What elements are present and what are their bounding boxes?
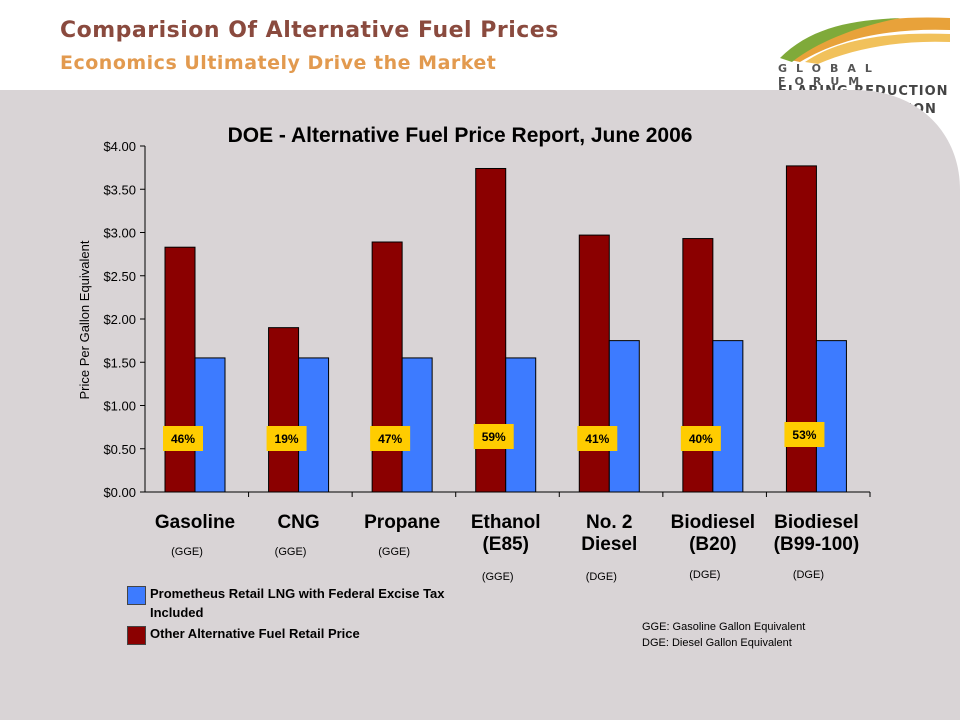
x-category-label: Propane — [364, 512, 440, 533]
y-tick-label: $0.50 — [103, 442, 136, 457]
x-unit-label: (GGE) — [171, 546, 203, 558]
savings-box — [784, 422, 825, 447]
bar-lng — [298, 357, 330, 493]
x-category-label: (B20) — [689, 534, 737, 555]
legend-item-lng: Prometheus Retail LNG with Federal Excis… — [127, 584, 497, 624]
y-tick-label: $4.00 — [103, 139, 136, 154]
savings-box — [577, 426, 618, 451]
legend-label-other: Other Alternative Fuel Retail Price — [150, 626, 360, 641]
x-category-label: CNG — [277, 512, 319, 533]
y-tick-label: $2.00 — [103, 312, 136, 327]
x-unit-label: (GGE) — [275, 546, 307, 558]
slide-title: Comparision Of Alternative Fuel Prices — [60, 18, 559, 43]
x-category-label: No. 2 — [586, 512, 632, 533]
chart-axes: $0.00 $0.50 $1.00 $1.50 $2.00 $2.50 $3.00 $3.50… — [103, 139, 871, 500]
abbreviation-notes: GGE: Gasoline Gallon Equivalent DGE: Die… — [642, 619, 805, 651]
savings-label: 40% — [689, 432, 713, 446]
x-category-label: Biodiesel — [671, 512, 755, 533]
savings-box — [680, 426, 721, 451]
x-unit-label: (GGE) — [482, 571, 514, 583]
x-category-label: Biodiesel — [774, 512, 858, 533]
bar-other-fuel — [578, 234, 610, 493]
legend-item-other: Other Alternative Fuel Retail Price — [127, 624, 497, 645]
savings-label: 59% — [482, 430, 506, 444]
savings-label: 41% — [585, 432, 609, 446]
logo-text-global-forum: GLOBAL FORUM — [778, 62, 881, 88]
chart-labels: 46% Gasoline (GGE) 19% CNG (GGE) 47% Propane (GG… — [155, 422, 859, 583]
chart-title: DOE - Alternative Fuel Price Report, Jun… — [228, 124, 693, 147]
x-category-label: Ethanol — [471, 512, 541, 533]
bar-lng — [712, 340, 744, 493]
y-tick-label: $1.00 — [103, 399, 136, 414]
y-tick-label: $3.00 — [103, 226, 136, 241]
x-unit-label: (DGE) — [793, 569, 824, 581]
slide-subtitle: Economics Ultimately Drive the Market — [60, 52, 497, 74]
y-axis-label: Price Per Gallon Equivalent — [77, 240, 92, 399]
savings-box — [266, 426, 307, 451]
note-gge: GGE: Gasoline Gallon Equivalent — [642, 621, 806, 633]
bar-other-fuel — [164, 246, 196, 493]
bar-other-fuel — [268, 327, 300, 493]
savings-label: 53% — [792, 428, 816, 442]
x-category-label: Gasoline — [155, 512, 235, 533]
x-unit-label: (DGE) — [689, 569, 720, 581]
bar-lng — [815, 340, 847, 493]
savings-box — [370, 426, 411, 451]
savings-label: 47% — [378, 432, 402, 446]
bar-other-fuel — [682, 238, 714, 493]
legend-swatch-lng — [127, 586, 146, 605]
legend-swatch-other — [127, 626, 146, 645]
x-unit-label: (DGE) — [586, 571, 617, 583]
logo-swoosh-icon — [780, 17, 950, 64]
y-tick-label: $0.00 — [103, 485, 136, 500]
bar-lng — [194, 357, 226, 493]
y-tick-label: $2.50 — [103, 269, 136, 284]
note-dge: DGE: Diesel Gallon Equivalent — [642, 637, 792, 649]
y-tick-label: $3.50 — [103, 182, 136, 197]
x-category-label: Diesel — [581, 534, 637, 555]
savings-label: 46% — [171, 432, 195, 446]
x-unit-label: (GGE) — [378, 546, 410, 558]
savings-label: 19% — [275, 432, 299, 446]
savings-box — [163, 426, 203, 451]
y-tick-label: $1.50 — [103, 355, 136, 370]
bar-other-fuel — [371, 241, 403, 493]
x-category-label: (E85) — [482, 534, 528, 555]
bar-lng — [608, 340, 640, 493]
legend-label-lng: Prometheus Retail LNG with Federal Excis… — [150, 586, 445, 620]
x-category-label: (B99-100) — [774, 534, 860, 555]
chart-legend: Prometheus Retail LNG with Federal Excis… — [127, 584, 497, 645]
bar-lng — [401, 357, 433, 493]
savings-box — [473, 424, 514, 449]
